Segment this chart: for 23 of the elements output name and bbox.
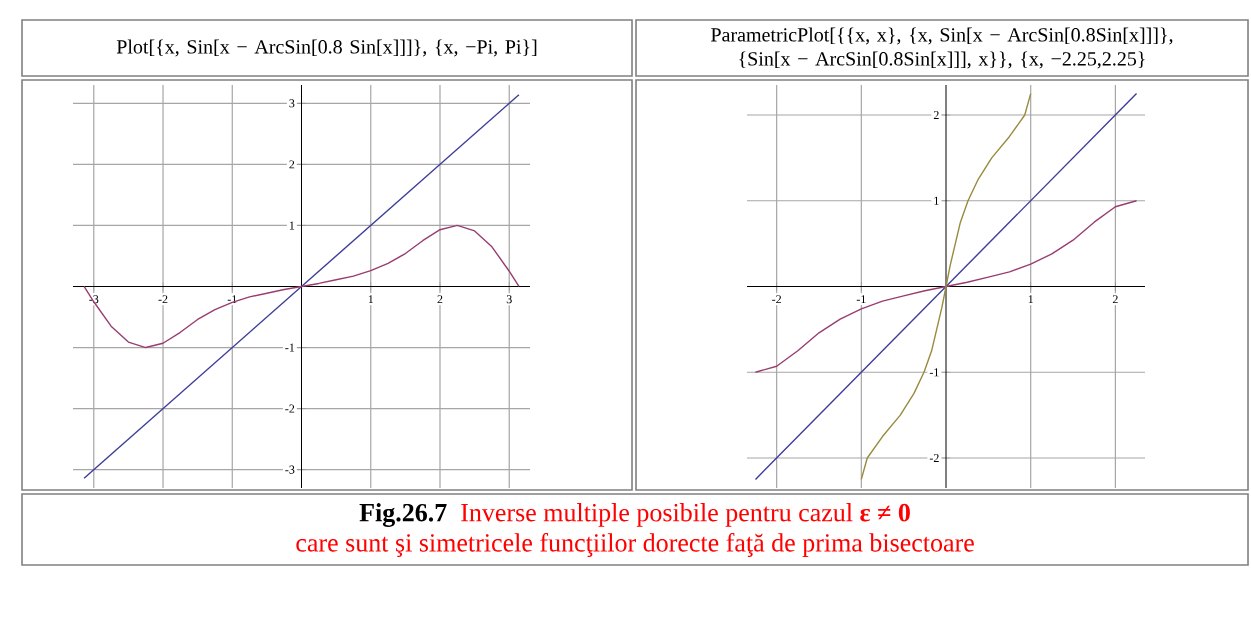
x-tick-label: -2 [158,295,168,304]
text: Fig.26.7 [359,503,447,527]
x-tick-label: -1 [856,295,866,304]
x-tick-label: 1 [1028,295,1033,304]
text: Inverse multiple posibile pentru cazul ε ≠ 0 [461,503,910,527]
y-tick-label: 1 [289,221,295,230]
y-tick-label: -2 [929,453,939,462]
y-tick-label: 1 [934,196,939,205]
x-tick-label: 1 [368,295,374,304]
chart-title: Plot[{x, Sin[x − ArcSin[0.8 Sin[x]]]}, {x, −Pi, Pi}] [116,39,537,57]
x-tick-label: 3 [506,295,512,304]
y-tick-label: 2 [289,160,295,169]
chart-title: ParametricPlot[{{x, x}, {x, Sin[x − ArcSin[0.8Sin[x]]]}, {Sin[x − ArcSin[0.8Sin[x]]], x}}, {x, −2.25,2.25} [711,27,1173,69]
y-tick-label: -1 [929,368,939,377]
y-tick-label: -1 [285,343,295,352]
y-tick-label: -2 [285,404,295,413]
y-tick-label: 2 [933,111,939,119]
y-tick-label: 3 [289,99,295,108]
text: care sunt şi simetricele funcţiilor dorecte faţă de prima bisectoare [296,533,974,557]
x-tick-label: 2 [1112,295,1118,304]
x-tick-label: -2 [772,295,781,304]
y-tick-label: -3 [285,465,295,474]
x-tick-label: 2 [437,295,443,304]
